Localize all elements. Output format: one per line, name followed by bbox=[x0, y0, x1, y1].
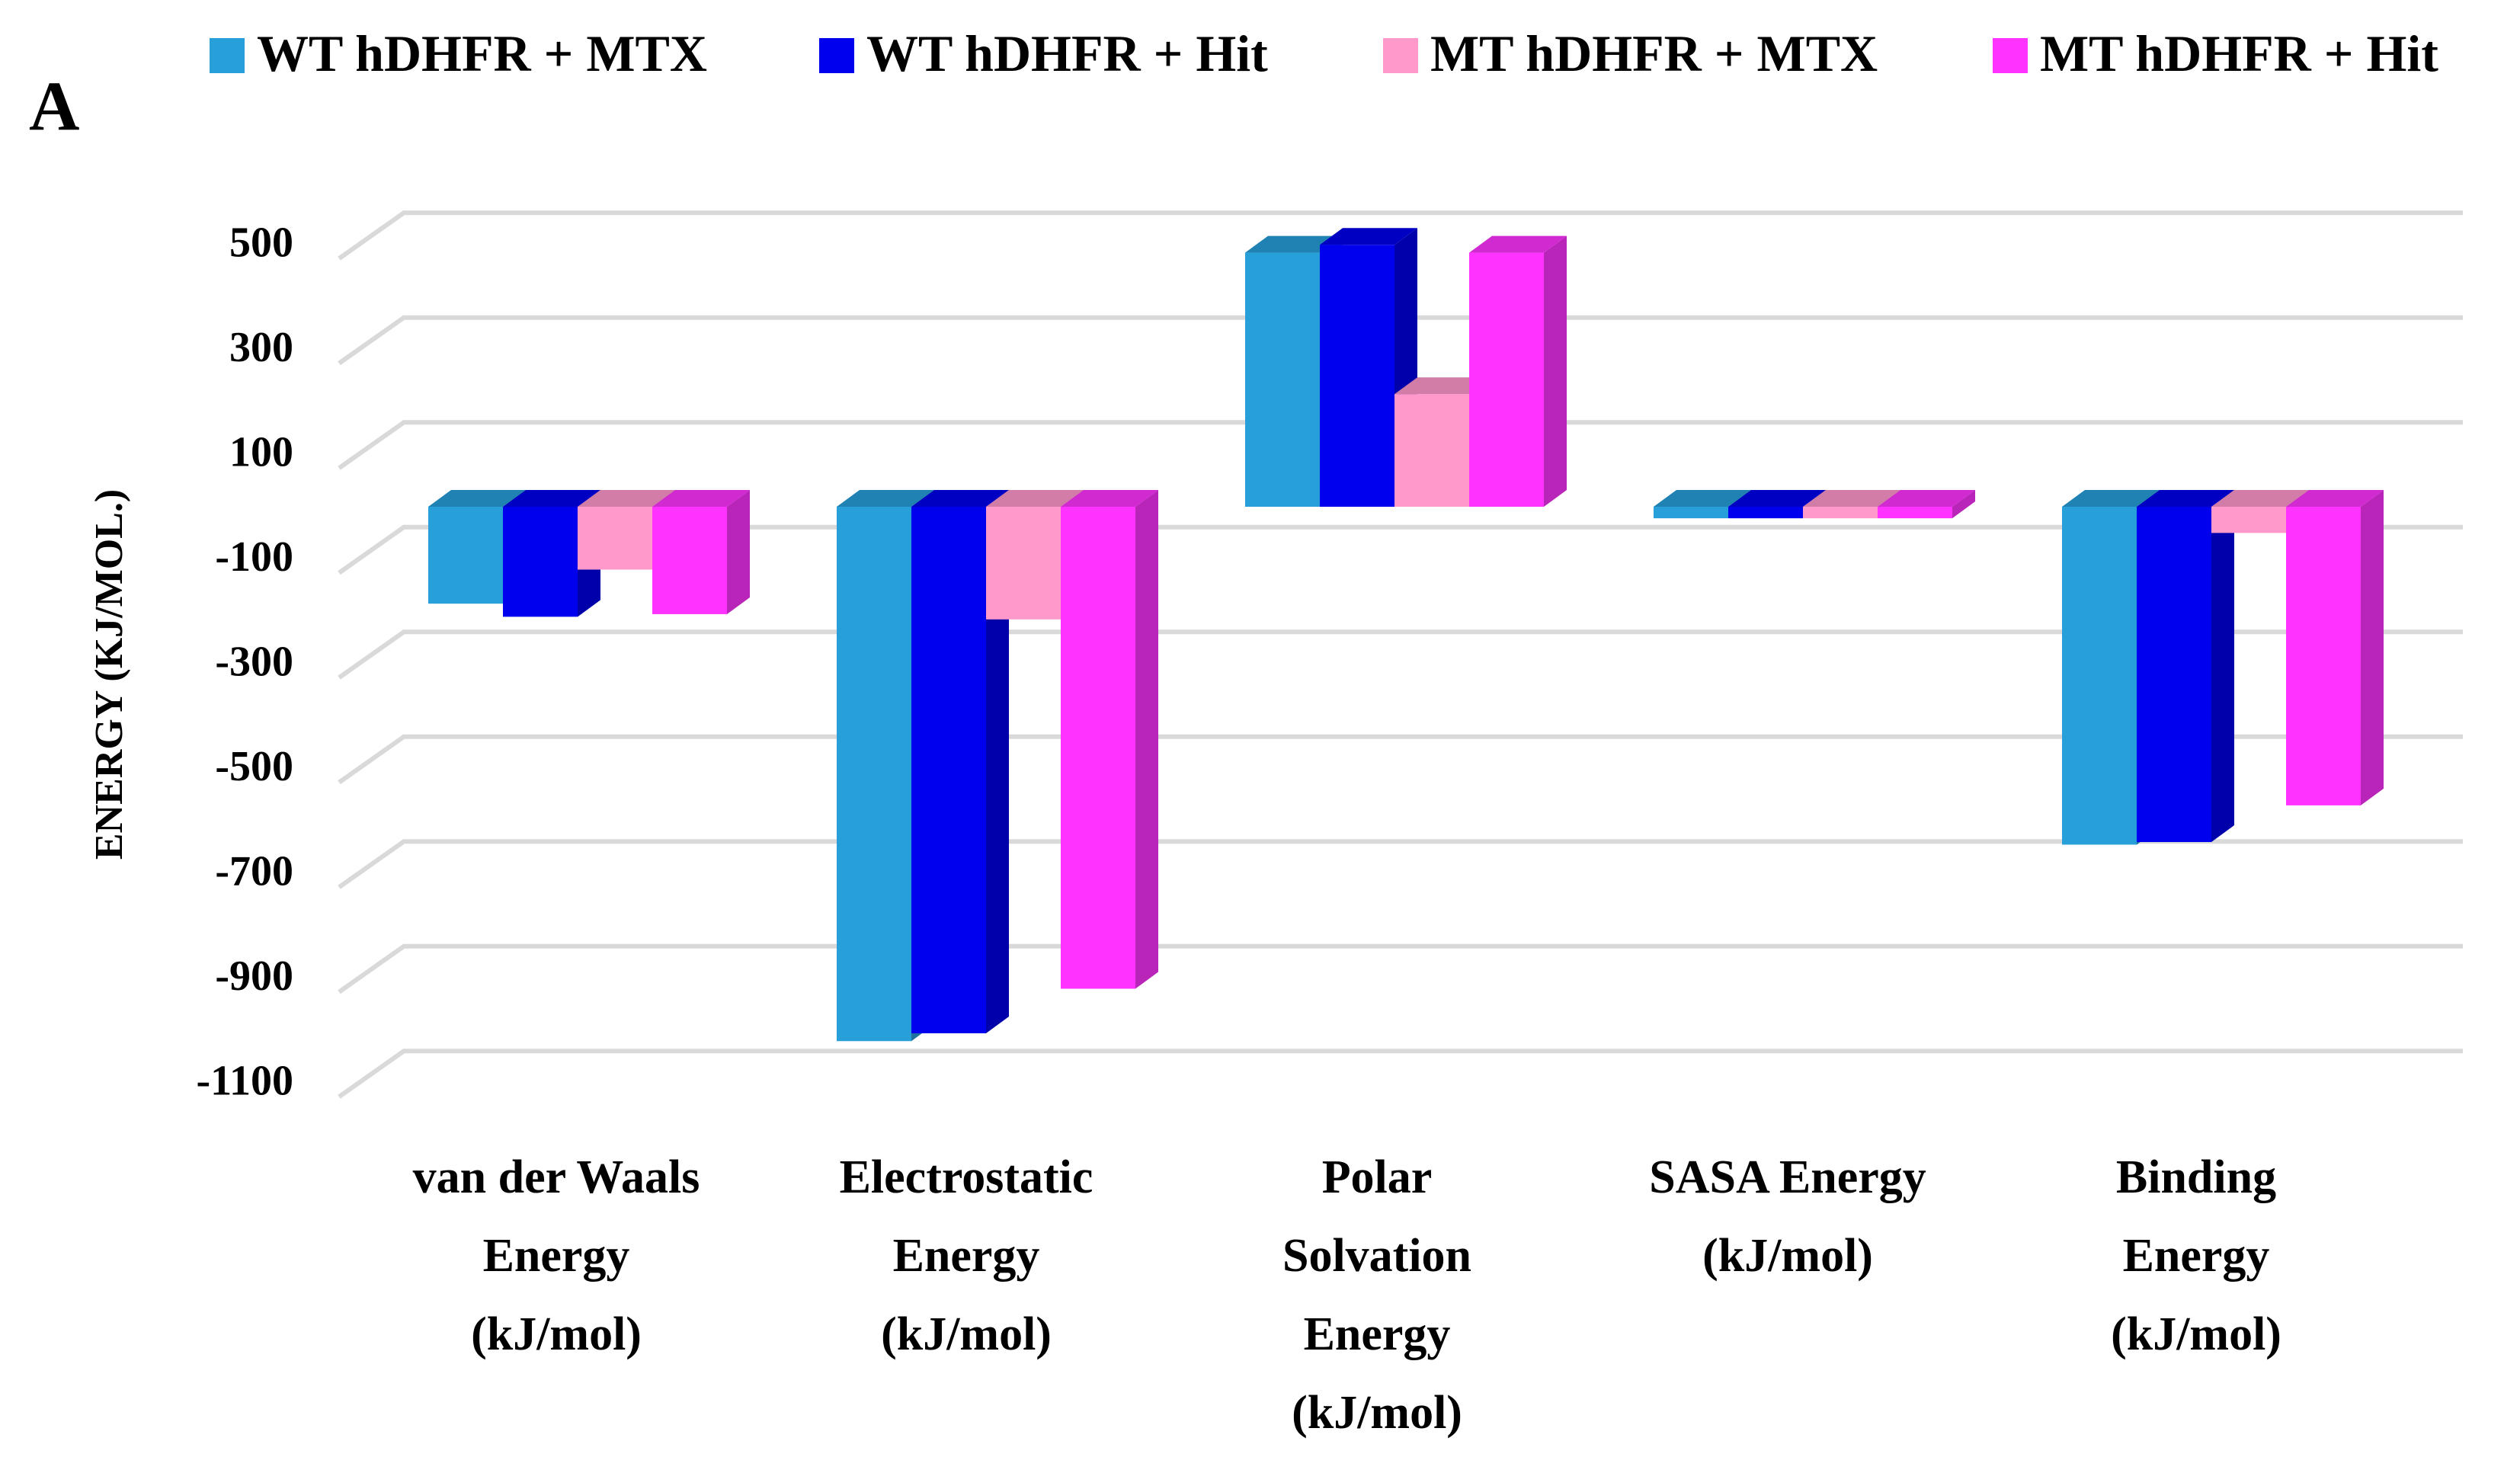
x-category-label: Polar bbox=[1322, 1151, 1433, 1203]
x-category-label: Binding bbox=[2116, 1151, 2276, 1203]
x-category-label: Energy bbox=[483, 1230, 630, 1282]
x-category-label: (kJ/mol) bbox=[1702, 1230, 1873, 1282]
y-tick-label: 300 bbox=[229, 324, 293, 371]
gridline bbox=[338, 210, 2463, 261]
bar bbox=[911, 490, 1009, 1033]
grid-layer bbox=[338, 210, 2463, 1099]
bar bbox=[1061, 490, 1158, 989]
x-category-label: Energy bbox=[2123, 1230, 2270, 1282]
x-category-label: Solvation bbox=[1282, 1230, 1471, 1282]
gridline bbox=[338, 420, 2463, 470]
legend-swatch bbox=[819, 38, 854, 73]
bar bbox=[1469, 235, 1567, 507]
x-category-label: (kJ/mol) bbox=[2111, 1308, 2281, 1360]
gridline bbox=[338, 315, 2463, 366]
legend-label: MT hDHFR + MTX bbox=[1430, 24, 1878, 82]
bar bbox=[2137, 490, 2234, 842]
x-category-label: (kJ/mol) bbox=[471, 1308, 642, 1360]
y-tick-labels: 500 300 100 -100 -300 -500 -700 -900 -1100 bbox=[196, 219, 293, 1104]
x-category-label: Electrostatic bbox=[840, 1151, 1093, 1203]
gridline bbox=[338, 629, 2463, 680]
bar bbox=[2286, 490, 2384, 805]
x-category-label: Energy bbox=[1304, 1308, 1451, 1360]
legend-swatch bbox=[1993, 38, 2028, 73]
x-category-label: Energy bbox=[893, 1230, 1040, 1282]
x-category-label: (kJ/mol) bbox=[1292, 1387, 1462, 1439]
legend-swatch bbox=[1383, 38, 1418, 73]
gridline bbox=[338, 839, 2463, 889]
y-tick-label: 500 bbox=[229, 219, 293, 266]
x-category-label: van der Waals bbox=[413, 1151, 700, 1203]
bar bbox=[1728, 490, 1826, 519]
bar bbox=[2211, 490, 2309, 533]
legend-label: WT hDHFR + Hit bbox=[866, 24, 1268, 82]
bar bbox=[1878, 490, 1975, 519]
y-tick-label: -100 bbox=[215, 533, 293, 581]
y-tick-label: 100 bbox=[229, 428, 293, 476]
bars bbox=[428, 228, 2384, 1042]
y-tick-label: -900 bbox=[215, 953, 293, 1000]
gridline bbox=[338, 734, 2463, 785]
y-tick-label: -1100 bbox=[196, 1057, 293, 1104]
legend: WT hDHFR + MTX WT hDHFR + Hit MT hDHFR + M… bbox=[210, 24, 2438, 82]
bar bbox=[652, 490, 750, 614]
x-category-label: SASA Energy bbox=[1649, 1151, 1926, 1203]
y-tick-label: -500 bbox=[215, 743, 293, 790]
gridline bbox=[338, 1049, 2463, 1099]
x-category-label: (kJ/mol) bbox=[881, 1308, 1052, 1360]
panel-label: A bbox=[29, 67, 79, 145]
gridline bbox=[338, 524, 2463, 575]
legend-label: MT hDHFR + Hit bbox=[2040, 24, 2438, 82]
legend-label: WT hDHFR + MTX bbox=[257, 24, 707, 82]
x-category-labels: van der Waals Energy (kJ/mol) Electrostatic… bbox=[413, 1151, 2281, 1439]
bar bbox=[1803, 490, 1900, 519]
y-tick-label: -700 bbox=[215, 847, 293, 895]
y-tick-label: -300 bbox=[215, 638, 293, 685]
legend-swatch bbox=[210, 38, 245, 73]
gridline bbox=[338, 943, 2463, 994]
y-axis-title: ENERGY (KJ/MOL.) bbox=[88, 489, 131, 860]
